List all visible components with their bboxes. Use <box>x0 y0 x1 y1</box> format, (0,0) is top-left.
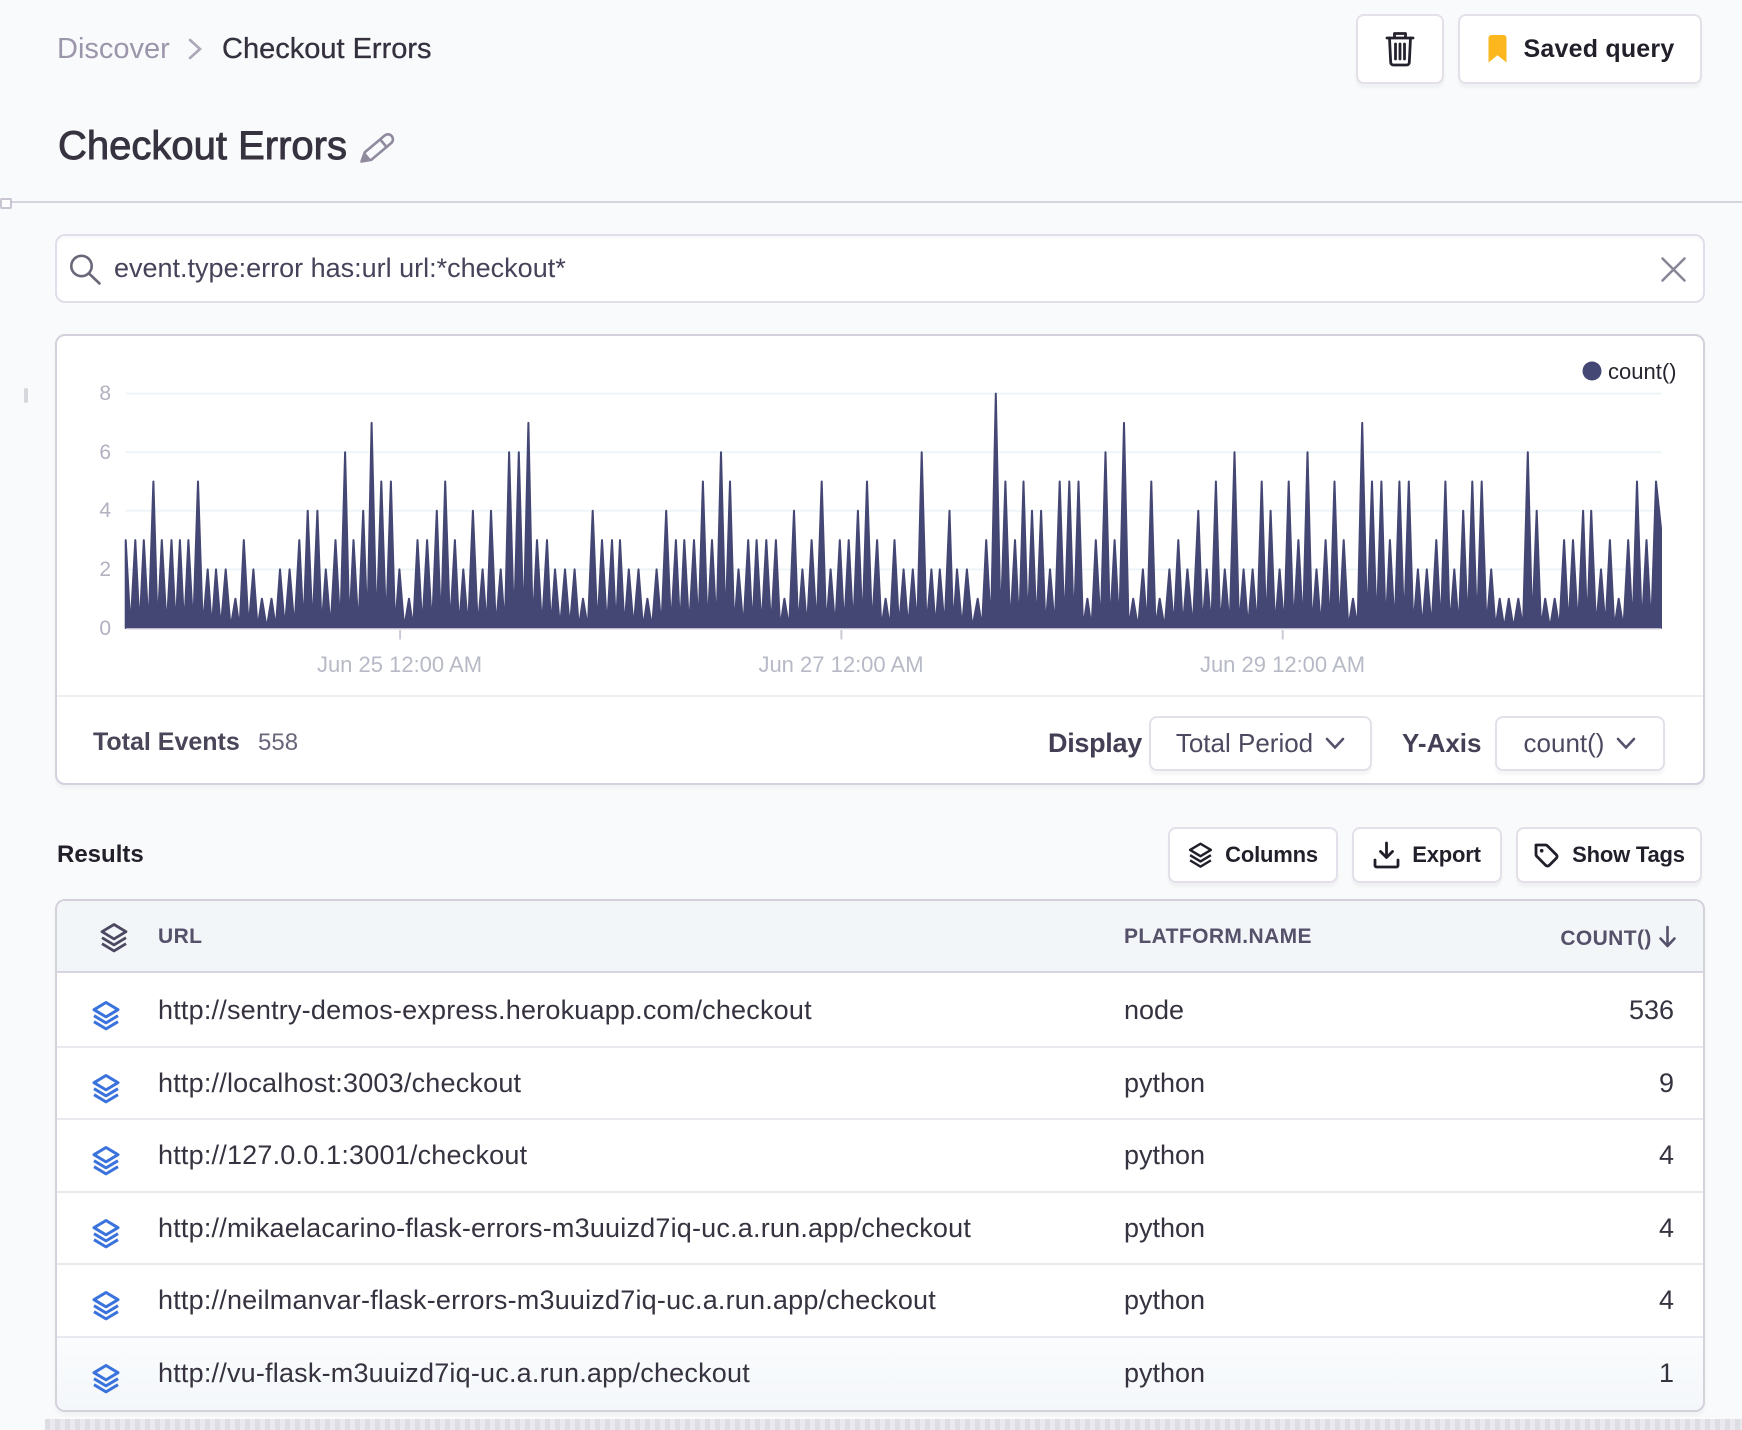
svg-text:Jun 29 12:00 AM: Jun 29 12:00 AM <box>1200 652 1365 677</box>
svg-text:0: 0 <box>99 617 111 640</box>
svg-text:6: 6 <box>99 441 111 464</box>
svg-text:Jun 25 12:00 AM: Jun 25 12:00 AM <box>317 652 482 677</box>
svg-text:Jun 27 12:00 AM: Jun 27 12:00 AM <box>758 652 923 677</box>
svg-text:count(): count() <box>1608 359 1676 384</box>
svg-text:4: 4 <box>99 499 111 522</box>
svg-text:8: 8 <box>99 382 111 405</box>
svg-text:2: 2 <box>99 558 111 581</box>
